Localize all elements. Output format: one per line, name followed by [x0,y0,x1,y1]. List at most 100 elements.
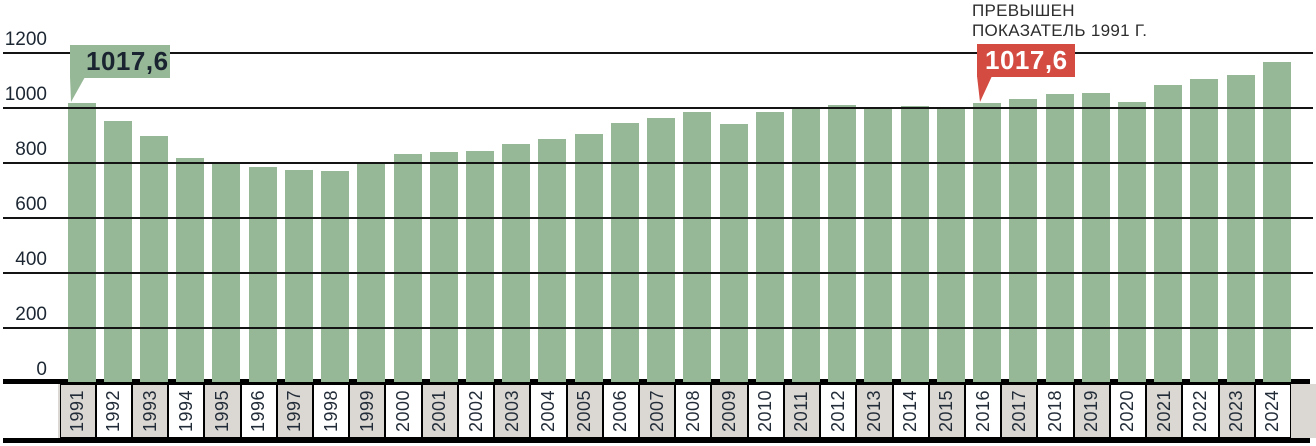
callout-1991-label: 1017,6 [86,46,169,76]
year-label: 2006 [610,389,631,433]
bar-2004 [538,138,567,383]
year-label: 2010 [755,389,776,433]
gridline-200 [3,326,1313,329]
year-label: 1997 [284,389,305,433]
year-label: 2005 [574,389,595,433]
year-cell-1991: 1991 [59,384,96,438]
year-label: 1993 [139,389,160,433]
year-cell-2019: 2019 [1073,384,1110,438]
year-cell-2004: 2004 [530,384,567,438]
bar-1997 [284,170,313,383]
year-label: 2024 [1262,389,1283,433]
year-cell-1994: 1994 [168,384,205,438]
callout-2016-label: 1017,6 [985,45,1068,75]
year-cell-2008: 2008 [675,384,712,438]
year-cell-1992: 1992 [95,384,132,438]
year-label: 2019 [1081,389,1102,433]
bar-2019 [1081,93,1110,383]
year-label: 2021 [1153,389,1174,433]
year-cell-2022: 2022 [1182,384,1219,438]
y-axis-tick-label-0: 0 [36,358,47,380]
year-cell-2007: 2007 [639,384,676,438]
callout-1991-pointer [70,77,85,102]
year-cell-2010: 2010 [747,384,784,438]
year-label: 2011 [791,390,812,432]
callout-2016-value: 1017,6 [977,44,1075,77]
bar-1996 [248,166,277,383]
year-label: 1992 [103,389,124,433]
year-cell-2006: 2006 [602,384,639,438]
bar-2010 [755,111,784,383]
year-label: 2009 [719,389,740,433]
year-label: 1995 [211,389,232,433]
callout-2016-pointer [977,76,992,102]
year-cell-2014: 2014 [892,384,929,438]
year-label: 2007 [646,389,667,433]
year-cell-2017: 2017 [1001,384,1038,438]
year-cell-1998: 1998 [313,384,350,438]
year-cell-2003: 2003 [494,384,531,438]
year-cell-2011: 2011 [783,384,821,438]
bar-2003 [502,143,531,383]
year-label: 2001 [429,389,450,433]
year-label: 2000 [393,389,414,433]
bar-2021 [1154,84,1183,383]
bar-1992 [103,120,132,383]
y-axis-tick-label-1200: 1200 [4,29,47,51]
year-cell-2020: 2020 [1109,384,1147,438]
year-cell-2009: 2009 [711,384,748,438]
bar-2008 [683,111,712,383]
year-cell-2015: 2015 [928,384,965,438]
year-label: 2018 [1045,389,1066,433]
year-label: 1999 [356,389,377,433]
year-cell-2023: 2023 [1218,384,1255,438]
bar-2016 [973,103,1002,383]
year-label: 2015 [936,389,957,433]
bar-2023 [1226,74,1255,383]
exceeded-note-line2: ПОКАЗАТЕЛЬ 1991 Г. [972,21,1148,40]
bar-2006 [610,122,639,383]
year-label: 2004 [537,389,558,433]
bar-1994 [176,157,205,383]
gridline-600 [3,216,1313,219]
y-axis-tick-label-400: 400 [15,248,47,270]
year-label: 2017 [1008,389,1029,433]
year-label: 1996 [248,389,269,433]
year-cell-2012: 2012 [820,384,857,438]
year-cell-1995: 1995 [204,384,241,438]
bar-1998 [321,171,350,383]
bar-2000 [393,154,422,383]
bar-2013 [864,106,893,383]
bar-2015 [936,107,965,383]
year-cell-2005: 2005 [566,384,603,438]
year-label: 2002 [465,389,486,433]
bar-2011 [792,106,820,383]
bar-2007 [647,117,676,383]
bar-2022 [1190,79,1219,383]
year-label: 1991 [67,389,88,433]
bar-2020 [1117,102,1146,383]
bar-2012 [828,104,857,383]
gridline-1000 [3,107,1313,110]
y-axis-tick-label-600: 600 [15,193,47,215]
exceeded-note: ПРЕВЫШЕН ПОКАЗАТЕЛЬ 1991 Г. [972,1,1147,41]
gridline-1200 [3,52,1313,55]
year-label: 1998 [320,389,341,433]
y-axis-tick-label-1000: 1000 [4,84,47,106]
exceeded-note-line1: ПРЕВЫШЕН [972,1,1075,20]
bar-2024 [1262,61,1291,383]
bottom-rule [3,438,1310,443]
gridline-800 [3,162,1313,165]
year-label: 2003 [501,389,522,433]
year-cell-2016: 2016 [965,384,1002,438]
year-label: 2012 [827,389,848,433]
year-label: 2014 [900,389,921,433]
year-cell-2013: 2013 [856,384,893,438]
year-label: 2022 [1189,389,1210,433]
year-label: 2013 [863,389,884,433]
year-cell-2002: 2002 [457,384,495,438]
bar-2014 [900,105,929,383]
bar-2001 [429,152,458,383]
year-label: 1994 [175,389,196,433]
